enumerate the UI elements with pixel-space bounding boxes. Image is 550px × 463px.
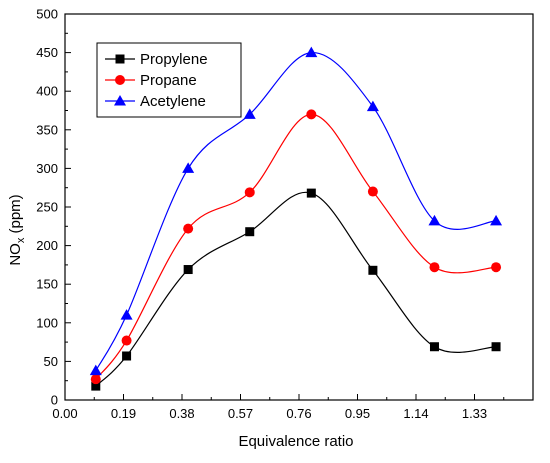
x-tick-label: 0.38 (169, 406, 194, 421)
legend-marker-acetylene (114, 95, 126, 106)
y-axis-title: NOx (ppm) (7, 194, 27, 265)
x-tick-label: 0.57 (228, 406, 253, 421)
x-tick-label: 1.14 (403, 406, 428, 421)
data-point-propylene-0 (91, 381, 101, 391)
x-tick-label: 0.95 (345, 406, 370, 421)
legend-marker-propylene (115, 54, 125, 64)
x-tick-label: 0.76 (286, 406, 311, 421)
legend: Propylene Propane Acetylene (96, 42, 242, 118)
y-tick-label: 50 (44, 354, 58, 369)
y-axis-title-subscript: x (15, 237, 27, 243)
axes: 0.00 0.19 0.38 0.57 0.76 0.95 1.14 1.33 0 50 100 15… (36, 7, 534, 421)
x-tick-label: 0.19 (111, 406, 136, 421)
data-point-acetylene-6 (428, 214, 441, 226)
data-point-propane-6 (429, 262, 440, 273)
legend-label-propane: Propane (140, 72, 197, 89)
data-point-acetylene-5 (366, 100, 379, 112)
data-point-propylene-7 (491, 342, 501, 352)
data-point-propylene-3 (245, 227, 255, 237)
y-tick-label: 150 (36, 277, 58, 292)
legend-label-acetylene: Acetylene (140, 93, 206, 110)
data-point-propane-0 (90, 374, 101, 385)
x-tick-label: 0.00 (52, 406, 77, 421)
y-axis-title-main: NO (7, 243, 24, 266)
legend-label-propylene: Propylene (140, 51, 208, 68)
y-tick-label: 200 (36, 238, 58, 253)
data-point-propane-4 (306, 109, 317, 120)
data-point-propane-1 (121, 335, 132, 346)
data-point-propane-2 (183, 223, 194, 234)
y-tick-label: 400 (36, 84, 58, 99)
data-point-propylene-2 (183, 265, 193, 275)
series-line-propane (95, 113, 497, 380)
data-point-propane-7 (491, 262, 502, 273)
data-point-acetylene-0 (89, 364, 102, 376)
y-tick-label: 350 (36, 122, 58, 137)
x-axis-title: Equivalence ratio (238, 433, 353, 450)
y-tick-label: 250 (36, 200, 58, 215)
data-point-acetylene-3 (243, 108, 256, 119)
data-point-propylene-4 (306, 188, 316, 198)
legend-marker-propane (115, 75, 125, 85)
data-point-acetylene-1 (120, 309, 133, 320)
data-point-acetylene-2 (182, 162, 195, 173)
y-axis-title-unit: (ppm) (7, 194, 24, 237)
y-tick-label: 100 (36, 315, 58, 330)
data-point-propylene-6 (429, 342, 439, 352)
data-point-acetylene-7 (490, 214, 503, 226)
x-tick-label: 1.33 (462, 406, 487, 421)
y-tick-label: 450 (36, 45, 58, 60)
y-tick-label: 0 (51, 393, 58, 408)
y-tick-label: 500 (36, 7, 58, 22)
series-line-propylene (95, 191, 497, 387)
data-point-propylene-5 (368, 265, 378, 275)
y-tick-label: 300 (36, 161, 58, 176)
data-point-acetylene-4 (305, 46, 318, 58)
data-point-propane-3 (244, 187, 255, 198)
series-line-acetylene (95, 51, 497, 371)
plot-area (89, 46, 503, 391)
data-point-propylene-1 (122, 351, 132, 361)
data-point-propane-5 (367, 186, 378, 197)
